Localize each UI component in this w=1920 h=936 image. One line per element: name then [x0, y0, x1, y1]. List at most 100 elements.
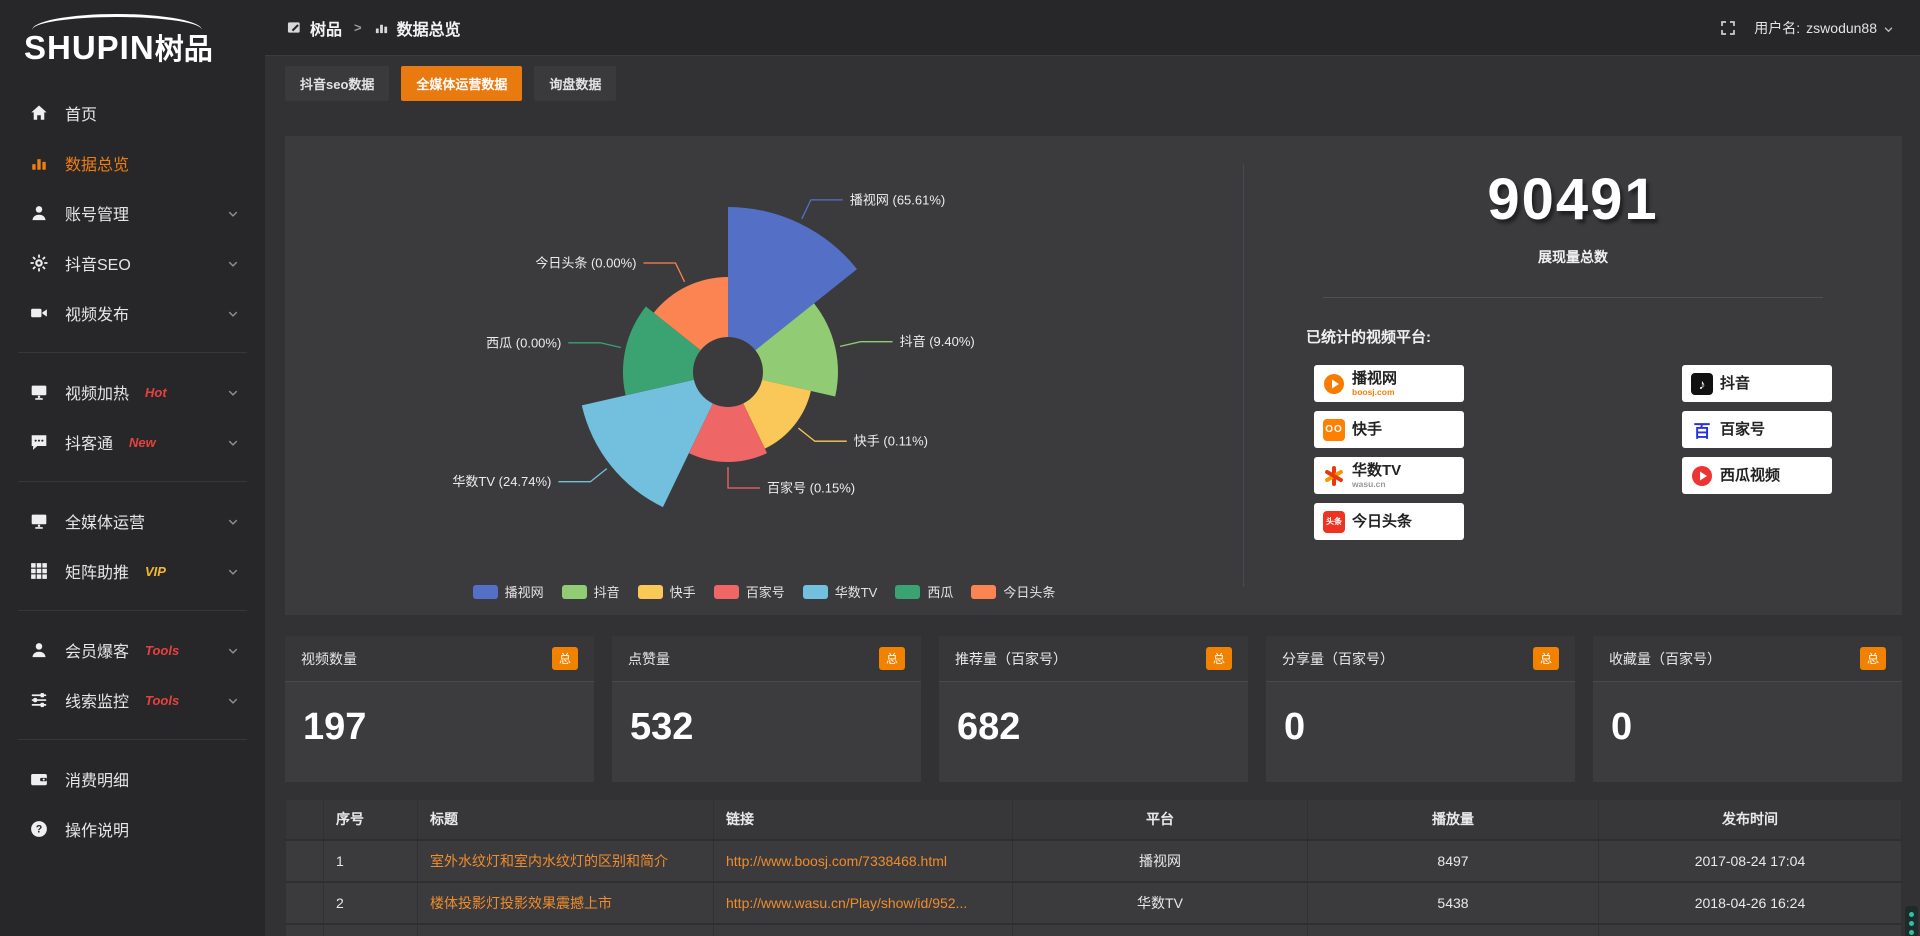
platform-name: 西瓜视频: [1720, 467, 1781, 484]
tab-inquiry-data[interactable]: 询盘数据: [534, 66, 617, 101]
platform-badge-douyin: ♪ 抖音: [1682, 365, 1832, 402]
url-link[interactable]: http://www.boosj.com/7338468.html: [726, 852, 948, 869]
bar-chart-icon: [374, 20, 389, 35]
overview-panel: 播视网 (65.61%) 抖音 (9.40%) 快手 (0.11%) 百家号 (0.1…: [285, 136, 1902, 615]
video-table: 序号 标题 链接 平台 播放量 发布时间 1 室外水纹灯和室内水纹灯的区别和简介 http:/…: [285, 799, 1902, 936]
rose-pie-chart[interactable]: 播视网 (65.61%) 抖音 (9.40%) 快手 (0.11%) 百家号 (0.1…: [285, 136, 1243, 576]
stat-card-3: 分享量（百家号） 总 0: [1266, 636, 1575, 782]
pie-slice-3[interactable]: [689, 403, 767, 462]
stat-card-title: 收藏量（百家号）: [1609, 650, 1721, 667]
logo-text: SHUPIN: [24, 29, 155, 66]
sidebar-item-home[interactable]: 首页: [0, 88, 265, 138]
sidebar-divider: [18, 352, 247, 353]
label-line: [801, 199, 843, 220]
row-checkbox-cell: [285, 923, 324, 936]
breadcrumb-separator: >: [354, 20, 362, 35]
chevron-down-icon: [227, 436, 239, 448]
label-line: [558, 468, 608, 483]
baijiahao-logo-icon: 百: [1693, 422, 1711, 441]
legend-item-6[interactable]: 今日头条: [971, 582, 1055, 601]
legend-item-1[interactable]: 抖音: [561, 582, 620, 601]
floating-widget[interactable]: [1905, 906, 1918, 936]
panel-divider: [1243, 164, 1244, 587]
stat-card-0: 视频数量 总 197: [285, 636, 594, 782]
stat-card-value: 0: [1611, 706, 1633, 748]
title-link[interactable]: 室外水纹灯和室内水纹灯的区别和简介: [430, 852, 668, 869]
sidebar-item-consumption-detail[interactable]: 消费明细: [0, 754, 265, 804]
sidebar-item-label: 抖音SEO: [65, 257, 131, 274]
chart-icon: [30, 154, 48, 172]
legend-item-5[interactable]: 西瓜: [895, 582, 953, 601]
pie-slice-5[interactable]: [622, 306, 701, 396]
username-label: 用户名:: [1754, 19, 1801, 36]
sidebar-divider: [18, 739, 247, 740]
video-table-wrap: 序号 标题 链接 平台 播放量 发布时间 1 室外水纹灯和室内水纹灯的区别和简介 http:/…: [285, 799, 1902, 936]
pie-slice-2[interactable]: [743, 379, 811, 449]
sidebar-item-matrix-boost[interactable]: 矩阵助推 VIP: [0, 546, 265, 596]
pie-slice-6[interactable]: [653, 277, 728, 351]
platform-badge-boosj: 播视网 boosj.com: [1314, 365, 1464, 402]
legend-label: 西瓜: [927, 585, 954, 600]
platform-badge-xigua: 西瓜视频: [1682, 457, 1832, 494]
label-line: [727, 467, 760, 489]
slice-label: 快手 (0.11%): [854, 434, 928, 449]
sidebar-item-label: 首页: [65, 107, 98, 124]
sidebar-menu: 首页 数据总览 账号管理 抖音SEO 视频发布 视频加热 Hot 抖客通 New 全媒体运营 矩阵助…: [0, 88, 265, 854]
title-link[interactable]: 楼体投影灯投影效果震撼上市: [430, 894, 612, 911]
tab-omni-media-data[interactable]: 全媒体运营数据: [401, 66, 523, 101]
pie-slice-0[interactable]: [728, 207, 857, 351]
pie-slice-1[interactable]: [755, 303, 838, 397]
slice-label: 华数TV (24.74%): [452, 474, 551, 489]
xigua-logo-icon: [1691, 465, 1713, 487]
wasu-logo-icon: [1323, 465, 1345, 487]
fullscreen-icon[interactable]: [1720, 20, 1736, 36]
sidebar-item-account-management[interactable]: 账号管理: [0, 188, 265, 238]
platform-badge-baijiahao: 百百家号: [1682, 411, 1832, 448]
table-row-1: 1 室外水纹灯和室内水纹灯的区别和简介 http://www.boosj.com/7…: [285, 839, 1902, 883]
stat-card-value: 682: [957, 706, 1021, 748]
stat-card-1: 点赞量 总 532: [612, 636, 921, 782]
sidebar-item-operation-guide[interactable]: ? 操作说明: [0, 804, 265, 854]
breadcrumb-root[interactable]: 树品: [310, 21, 343, 39]
sidebar-item-video-publish[interactable]: 视频发布: [0, 288, 265, 338]
sidebar-item-omni-media-operation[interactable]: 全媒体运营: [0, 496, 265, 546]
legend-swatch: [472, 584, 498, 599]
sidebar-item-label: 账号管理: [65, 207, 130, 224]
total-badge: 总: [1205, 647, 1232, 670]
platform-grid: 播视网 boosj.com ♪ 抖音 OO 快手 百百家号 华数TV wasu.cn 西瓜视频 头条…: [1244, 365, 1902, 540]
user-icon: [30, 204, 48, 222]
chat-icon: [30, 433, 48, 451]
stat-card-2: 推荐量（百家号） 总 682: [939, 636, 1248, 782]
chevron-down-icon: [227, 207, 239, 219]
legend-item-3[interactable]: 百家号: [713, 582, 785, 601]
sidebar-item-douketong[interactable]: 抖客通 New: [0, 417, 265, 467]
legend-item-4[interactable]: 华数TV: [802, 582, 877, 601]
sidebar-item-member-baoke[interactable]: 会员爆客 Tools: [0, 625, 265, 675]
summary-area: 90491 展现量总数 已统计的视频平台: 播视网 boosj.com ♪ 抖音 OO 快…: [1244, 136, 1902, 615]
table-row-3-partial: [285, 923, 1902, 936]
total-badge: 总: [1532, 647, 1559, 670]
platform-sub: wasu.cn: [1352, 478, 1386, 489]
sidebar-item-video-heating[interactable]: 视频加热 Hot: [0, 367, 265, 417]
content: 抖音seo数据 全媒体运营数据 询盘数据 播视网 (65.61%) 抖音 (9.40%…: [265, 56, 1920, 936]
user-menu[interactable]: 用户名: zswodun88: [1754, 18, 1894, 38]
topbar: 树品 > 数据总览 用户名: zswodun88: [265, 0, 1920, 56]
sidebar-item-label: 矩阵助推: [65, 565, 130, 582]
cell-link: http://www.boosj.com/7338468.html: [713, 839, 1013, 883]
pie-slice-4[interactable]: [581, 379, 713, 508]
sidebar-item-lead-monitoring[interactable]: 线索监控 Tools: [0, 675, 265, 725]
sidebar-divider: [18, 481, 247, 482]
chevron-down-icon: [227, 307, 239, 319]
total-impressions-value: 90491: [1487, 167, 1659, 232]
label-line: [839, 341, 893, 348]
table-header-0: 序号: [323, 799, 418, 841]
sidebar-item-douyin-seo[interactable]: 抖音SEO: [0, 238, 265, 288]
url-link[interactable]: http://www.wasu.cn/Play/show/id/952...: [726, 894, 968, 911]
legend-item-0[interactable]: 播视网: [472, 582, 544, 601]
sidebar-item-data-overview[interactable]: 数据总览: [0, 138, 265, 188]
tab-douyin-seo-data[interactable]: 抖音seo数据: [285, 66, 390, 101]
cell-plays: 8497: [1307, 839, 1599, 883]
breadcrumb: 树品 > 数据总览: [287, 16, 461, 40]
platform-name: 抖音: [1720, 375, 1751, 392]
legend-item-2[interactable]: 快手: [637, 582, 696, 601]
